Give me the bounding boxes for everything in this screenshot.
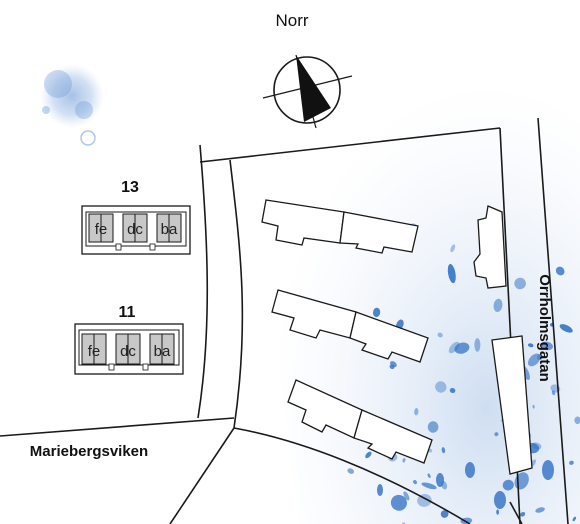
water-drop — [421, 482, 437, 490]
water-drop — [551, 390, 556, 396]
unit-cell — [168, 213, 182, 243]
water-drop — [535, 507, 545, 513]
water-drop — [520, 511, 526, 517]
water-drop — [448, 341, 460, 354]
building-number: 13 — [121, 179, 139, 196]
unit-cell — [134, 213, 148, 243]
water-drop — [428, 448, 433, 453]
unit-cell — [127, 333, 141, 365]
water-drop — [502, 479, 514, 491]
building-13: 13 fe dc ba — [81, 179, 191, 255]
street-label-west: Mariebergsviken — [30, 443, 148, 460]
building-number: 11 — [119, 304, 136, 321]
water-drop — [454, 342, 470, 354]
unit-label: dc — [127, 221, 143, 238]
water-drop — [436, 473, 444, 487]
unit-label: fe — [95, 221, 108, 238]
unit-label: fe — [88, 343, 101, 360]
water-drop — [414, 408, 419, 416]
building-footprint — [473, 205, 507, 289]
building-footprint — [349, 311, 429, 363]
water-drop — [413, 480, 417, 485]
unit-label: ba — [154, 343, 171, 360]
water-drop — [437, 332, 443, 338]
water-drop — [390, 494, 407, 511]
building-footprint — [353, 409, 433, 464]
water-drop — [493, 298, 503, 313]
building-11: 11 fe dc ba — [74, 304, 184, 375]
water-drop — [532, 404, 535, 409]
water-drop — [372, 307, 381, 318]
water-drop — [447, 264, 456, 284]
water-drop — [474, 338, 481, 352]
water-drop — [347, 468, 355, 474]
unit-cell — [93, 333, 107, 365]
unit-cell — [161, 333, 175, 365]
water-drop — [540, 341, 554, 351]
water-drop — [572, 516, 576, 522]
building-footprint — [339, 211, 419, 254]
water-stain-icon — [40, 64, 104, 146]
unit-cell — [100, 213, 114, 243]
unit-label: ba — [161, 221, 178, 238]
water-drop — [494, 432, 499, 437]
water-drop — [496, 509, 500, 515]
water-drop — [441, 447, 446, 454]
water-drop — [465, 462, 475, 478]
water-drop — [377, 484, 383, 496]
water-drop — [527, 353, 541, 367]
water-drop — [542, 460, 554, 480]
water-drop — [574, 416, 580, 425]
north-arrow-icon — [262, 54, 353, 129]
water-drop — [440, 510, 449, 518]
water-drop — [427, 421, 439, 433]
water-drop — [559, 324, 573, 333]
water-drop — [403, 491, 410, 501]
water-drop — [494, 491, 506, 509]
water-drop — [417, 493, 432, 507]
water-drop — [402, 458, 406, 463]
water-drop — [427, 473, 431, 478]
street-label-east: Orrholmsgatan — [536, 274, 553, 382]
building-footprints — [261, 199, 533, 475]
water-drop — [450, 244, 456, 253]
water-drop — [449, 387, 456, 394]
water-drop — [555, 266, 565, 276]
water-drop — [514, 277, 526, 290]
compass-label: Norr — [275, 11, 308, 30]
building-footprint — [491, 335, 533, 475]
water-drop — [365, 451, 372, 459]
water-drop — [389, 364, 395, 370]
water-drop — [569, 460, 574, 465]
water-drop — [527, 343, 534, 348]
water-drop — [435, 381, 447, 393]
unit-label: dc — [120, 343, 136, 360]
